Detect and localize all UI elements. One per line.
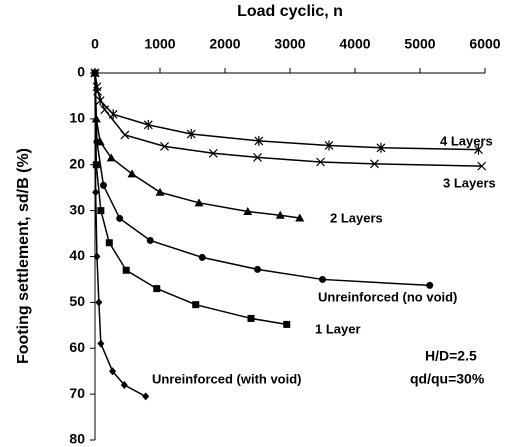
marker: [120, 130, 130, 140]
x-tick-label: 4000: [339, 36, 370, 52]
marker: [316, 157, 325, 167]
y-tick-label: 0: [77, 64, 85, 80]
marker: [426, 281, 434, 289]
marker: [194, 198, 204, 207]
x-tick-label: 0: [91, 36, 99, 52]
marker: [99, 181, 107, 189]
marker: [376, 142, 386, 153]
marker: [100, 105, 110, 115]
marker: [91, 69, 99, 77]
marker: [92, 188, 100, 197]
y-tick-label: 20: [69, 155, 85, 171]
y-tick-label: 30: [69, 201, 85, 217]
y-tick-label: 10: [69, 110, 85, 126]
marker: [474, 144, 483, 155]
series-line: [94, 72, 147, 398]
marker: [109, 367, 117, 376]
marker: [243, 207, 253, 216]
x-tick-label: 2000: [209, 36, 240, 52]
x-tick-label: 6000: [469, 36, 500, 52]
marker: [127, 169, 137, 178]
marker: [160, 141, 169, 151]
marker: [198, 253, 206, 261]
marker: [253, 152, 262, 162]
y-tick-label: 70: [69, 385, 85, 401]
y-tick-label: 60: [69, 339, 85, 355]
marker: [208, 148, 218, 158]
marker: [93, 252, 101, 261]
marker: [106, 153, 116, 162]
y-tick-label: 40: [69, 247, 85, 263]
x-tick-label: 1000: [144, 36, 175, 52]
marker: [275, 210, 285, 219]
series-line: [94, 72, 287, 326]
marker: [120, 380, 128, 389]
marker: [370, 159, 379, 169]
marker: [153, 285, 161, 293]
y-tick-label: 80: [69, 431, 85, 447]
marker: [146, 236, 154, 244]
marker: [247, 314, 255, 322]
annotation: H/D=2.5: [425, 348, 477, 364]
marker: [319, 275, 326, 283]
series-line: [94, 72, 482, 167]
series-label: 1 Layer: [315, 321, 361, 336]
series-label: Unreinforced (no void): [318, 289, 457, 304]
x-tick-label: 5000: [404, 36, 435, 52]
series-label: 2 Layers: [330, 210, 383, 225]
series-label: 4 Layers: [440, 133, 493, 148]
marker: [143, 119, 153, 130]
marker: [477, 161, 487, 171]
series-line: [94, 72, 430, 287]
marker: [95, 298, 103, 307]
marker: [93, 138, 101, 146]
marker: [192, 301, 200, 309]
marker: [97, 207, 105, 215]
y-tick-label: 50: [69, 293, 85, 309]
series-label: 3 Layers: [443, 175, 496, 190]
series-label: Unreinforced (with void): [152, 371, 302, 386]
series-line: [94, 72, 479, 151]
series-line: [94, 72, 300, 219]
marker: [254, 265, 261, 273]
x-axis-title: Load cyclic, n: [237, 3, 343, 20]
marker: [254, 135, 264, 146]
y-axis-title: Footing settlement, sd/B (%): [15, 148, 32, 364]
marker: [186, 129, 196, 140]
marker: [92, 161, 100, 169]
marker: [155, 187, 165, 196]
marker: [295, 213, 305, 222]
marker: [122, 266, 130, 274]
marker: [283, 320, 291, 328]
marker: [324, 140, 334, 151]
marker: [116, 214, 124, 222]
marker: [97, 339, 105, 348]
annotation: qd/qu=30%: [410, 371, 485, 387]
marker: [105, 239, 113, 247]
marker: [142, 392, 150, 401]
x-tick-label: 3000: [274, 36, 305, 52]
